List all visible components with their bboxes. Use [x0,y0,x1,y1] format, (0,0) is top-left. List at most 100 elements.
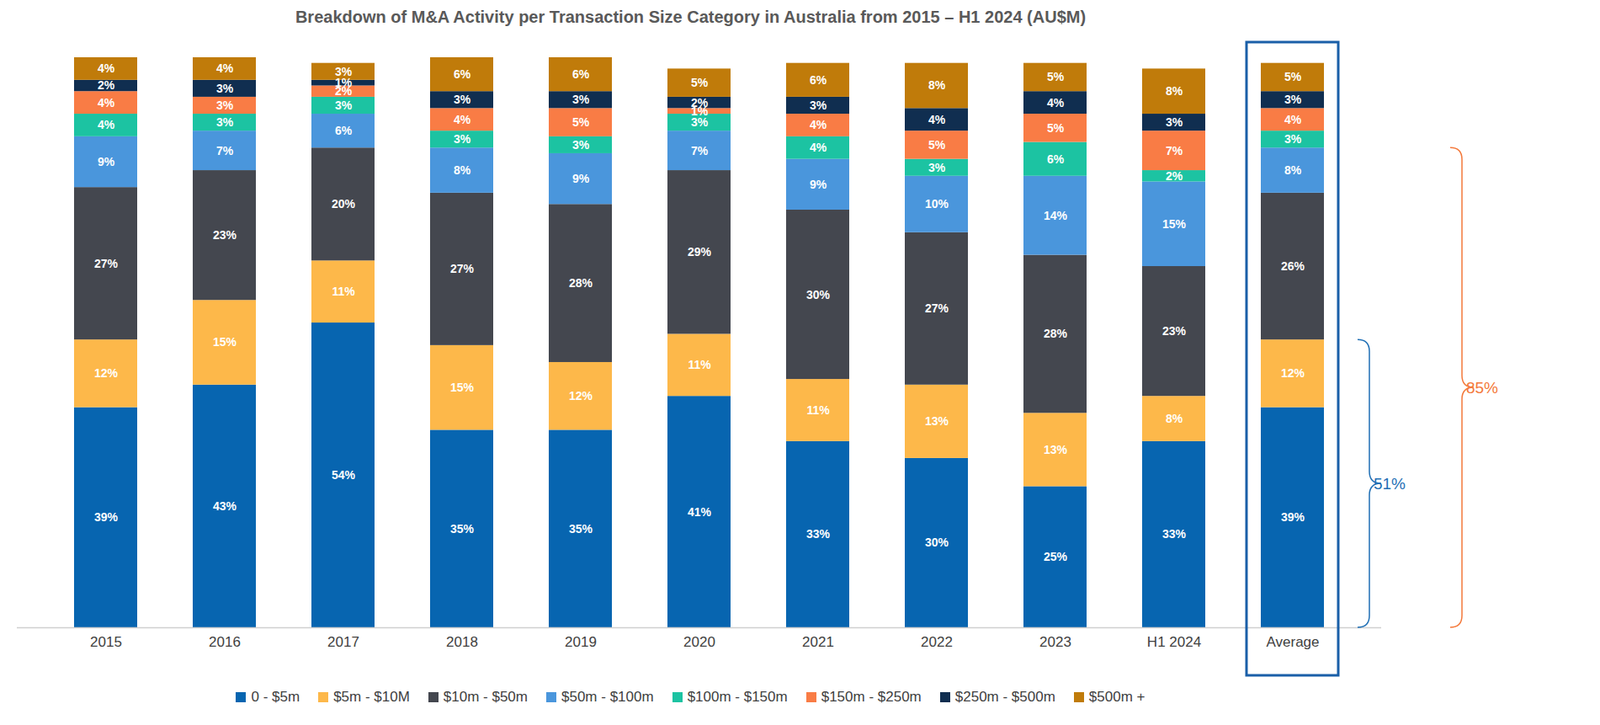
svg-text:12%: 12% [94,366,119,380]
svg-text:30%: 30% [806,287,831,302]
svg-text:8%: 8% [1165,84,1184,98]
svg-text:2016: 2016 [208,633,241,650]
svg-text:2023: 2023 [1039,633,1072,650]
svg-text:3%: 3% [1284,92,1303,107]
svg-text:11%: 11% [806,403,830,417]
svg-text:4%: 4% [453,112,472,127]
svg-text:3%: 3% [334,64,353,79]
svg-text:30%: 30% [924,535,950,549]
svg-text:3%: 3% [216,81,234,96]
svg-text:33%: 33% [1162,526,1187,541]
svg-text:4%: 4% [1284,112,1303,127]
html-text:Breakdown of M&A Activity per: Breakdown of M&A Activity per Transactio… [295,7,1086,27]
svg-text:5%: 5% [1047,69,1065,84]
html-text:$5m - $10M: $5m - $10M [333,688,410,705]
svg-text:51%: 51% [1373,474,1406,493]
svg-text:15%: 15% [212,334,238,349]
svg-text:10%: 10% [924,196,950,211]
html-text:0 - $5m: 0 - $5m [251,688,300,705]
svg-text:2020: 2020 [683,633,716,650]
svg-text:Average: Average [1265,633,1319,650]
svg-text:6%: 6% [1047,152,1065,166]
svg-text:2%: 2% [1165,169,1184,183]
svg-text:27%: 27% [450,261,475,276]
svg-text:9%: 9% [572,171,591,186]
svg-text:3%: 3% [216,98,234,112]
svg-text:28%: 28% [1043,326,1069,341]
svg-text:54%: 54% [331,467,357,482]
svg-text:5%: 5% [1284,69,1303,84]
svg-text:12%: 12% [1281,366,1306,380]
svg-text:5%: 5% [1047,121,1065,135]
svg-text:4%: 4% [97,117,116,132]
svg-text:2015: 2015 [90,633,123,650]
svg-text:4%: 4% [216,61,234,75]
svg-text:15%: 15% [450,380,475,394]
svg-text:7%: 7% [1165,143,1184,158]
svg-text:4%: 4% [97,95,116,110]
svg-text:9%: 9% [809,177,828,192]
svg-text:4%: 4% [1047,95,1065,110]
svg-text:23%: 23% [212,228,238,242]
svg-text:12%: 12% [568,388,594,403]
svg-text:4%: 4% [809,140,828,155]
svg-text:9%: 9% [97,154,116,169]
svg-text:28%: 28% [568,276,594,290]
svg-text:39%: 39% [94,510,119,524]
svg-text:3%: 3% [572,138,591,152]
svg-text:3%: 3% [928,160,947,175]
svg-text:3%: 3% [453,132,472,146]
svg-text:6%: 6% [809,73,828,87]
svg-text:35%: 35% [450,521,475,536]
svg-text:H1 2024: H1 2024 [1147,633,1202,650]
svg-text:8%: 8% [453,163,472,177]
svg-text:20%: 20% [331,196,357,211]
svg-text:7%: 7% [691,143,709,158]
svg-text:3%: 3% [1284,132,1303,146]
svg-text:27%: 27% [94,256,119,271]
svg-text:8%: 8% [1284,163,1303,177]
svg-text:3%: 3% [1165,115,1184,129]
svg-text:29%: 29% [687,244,713,259]
svg-text:39%: 39% [1281,510,1306,524]
svg-text:23%: 23% [1162,324,1187,338]
svg-text:14%: 14% [1043,208,1069,223]
svg-text:5%: 5% [572,115,591,129]
svg-text:2%: 2% [691,95,709,110]
svg-text:15%: 15% [1162,217,1187,231]
svg-text:3%: 3% [334,98,353,112]
svg-text:11%: 11% [687,357,712,372]
svg-text:13%: 13% [1043,442,1069,457]
svg-text:7%: 7% [216,143,234,158]
svg-text:26%: 26% [1281,259,1306,273]
svg-text:33%: 33% [806,526,831,541]
svg-text:2%: 2% [97,78,116,92]
svg-text:43%: 43% [212,499,238,513]
svg-text:5%: 5% [928,138,947,152]
svg-text:3%: 3% [809,98,828,112]
svg-text:5%: 5% [691,75,709,90]
svg-text:6%: 6% [334,123,353,138]
svg-text:2017: 2017 [327,633,360,650]
svg-text:11%: 11% [331,284,356,298]
svg-text:27%: 27% [924,301,950,315]
svg-text:6%: 6% [572,67,591,81]
svg-text:4%: 4% [97,61,116,75]
svg-text:4%: 4% [928,112,947,127]
svg-text:2018: 2018 [446,633,479,650]
svg-text:3%: 3% [572,92,591,107]
svg-text:13%: 13% [924,414,950,428]
svg-text:35%: 35% [568,521,594,536]
svg-text:2022: 2022 [920,633,953,650]
svg-text:85%: 85% [1466,378,1499,397]
svg-text:8%: 8% [928,78,947,92]
svg-text:2019: 2019 [564,633,597,650]
svg-text:3%: 3% [453,92,472,107]
svg-text:6%: 6% [453,67,472,81]
svg-text:3%: 3% [216,115,234,129]
svg-text:25%: 25% [1043,549,1069,564]
svg-text:41%: 41% [687,504,713,519]
svg-text:4%: 4% [809,117,828,132]
svg-text:2021: 2021 [802,633,835,650]
svg-text:8%: 8% [1165,411,1184,426]
